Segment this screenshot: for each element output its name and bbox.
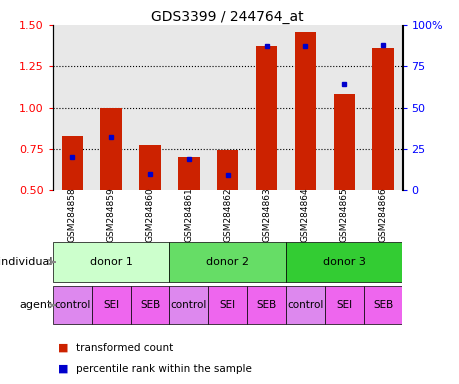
Text: SEI: SEI: [103, 300, 119, 310]
Bar: [53, 286, 91, 324]
Text: percentile rank within the sample: percentile rank within the sample: [76, 364, 251, 374]
Text: GSM284859: GSM284859: [106, 188, 115, 242]
Text: agent: agent: [20, 300, 52, 310]
Text: SEB: SEB: [256, 300, 276, 310]
Bar: [294, 31, 315, 190]
Text: GSM284863: GSM284863: [262, 188, 270, 242]
Text: ■: ■: [57, 343, 68, 353]
Bar: [285, 242, 402, 282]
Bar: [178, 157, 199, 190]
Text: GSM284865: GSM284865: [339, 188, 348, 242]
Bar: [363, 286, 402, 324]
Text: donor 3: donor 3: [322, 257, 365, 267]
Bar: [324, 286, 363, 324]
Bar: [91, 286, 130, 324]
Text: SEI: SEI: [219, 300, 235, 310]
Text: GSM284860: GSM284860: [145, 188, 154, 242]
Text: control: control: [54, 300, 90, 310]
Text: control: control: [286, 300, 323, 310]
Bar: [246, 286, 285, 324]
Bar: [53, 242, 169, 282]
Text: donor 2: donor 2: [206, 257, 249, 267]
Bar: [62, 136, 83, 190]
Text: GSM284858: GSM284858: [67, 188, 77, 242]
Text: transformed count: transformed count: [76, 343, 173, 353]
Bar: [333, 94, 354, 190]
Text: GSM284864: GSM284864: [300, 188, 309, 242]
Bar: [255, 46, 277, 190]
Text: individual: individual: [0, 257, 52, 267]
Bar: [285, 286, 324, 324]
Bar: [372, 48, 393, 190]
Bar: [169, 286, 208, 324]
Bar: [208, 286, 246, 324]
Text: GSM284861: GSM284861: [184, 188, 193, 242]
Bar: [217, 151, 238, 190]
Text: SEB: SEB: [140, 300, 160, 310]
Title: GDS3399 / 244764_at: GDS3399 / 244764_at: [151, 10, 303, 24]
Text: control: control: [170, 300, 207, 310]
Bar: [100, 108, 122, 190]
Bar: [130, 286, 169, 324]
Text: SEI: SEI: [336, 300, 352, 310]
Bar: [139, 146, 160, 190]
Bar: [169, 242, 285, 282]
Text: SEB: SEB: [372, 300, 392, 310]
Text: GSM284862: GSM284862: [223, 188, 232, 242]
Text: donor 1: donor 1: [90, 257, 132, 267]
Text: ■: ■: [57, 364, 68, 374]
Text: GSM284866: GSM284866: [378, 188, 387, 242]
